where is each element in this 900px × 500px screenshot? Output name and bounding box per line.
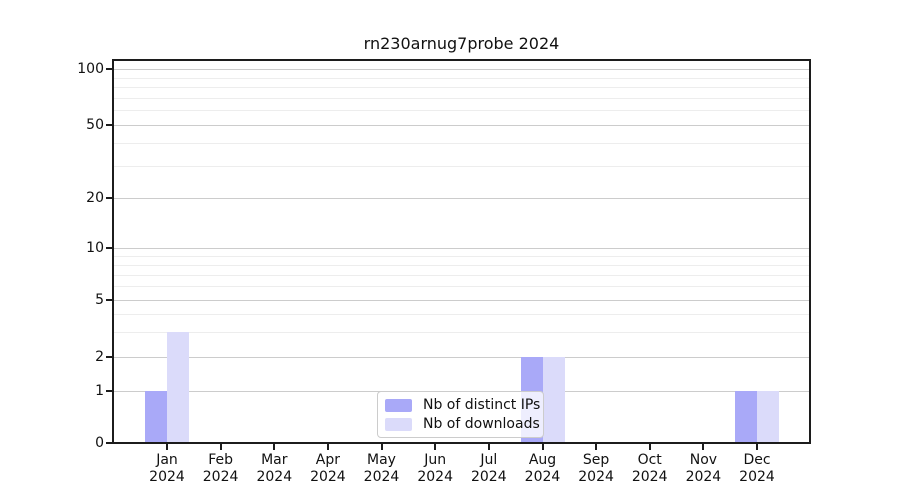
gridline-minor	[114, 77, 809, 79]
x-tick-month: Jul	[480, 452, 498, 468]
gridline-major	[114, 357, 809, 358]
gridline-major	[114, 125, 809, 126]
x-tick-year: 2024	[149, 469, 185, 485]
bar-nb-of-downloads-jan	[167, 331, 189, 443]
y-tick	[106, 356, 113, 358]
x-tick-year: 2024	[363, 469, 400, 485]
bar-nb-of-distinct-ips-dec	[735, 391, 757, 443]
gridline-major	[114, 300, 809, 301]
legend-item: Nb of distinct IPs	[385, 397, 540, 413]
x-tick-month: Oct	[637, 452, 662, 468]
legend: Nb of distinct IPs Nb of downloads	[377, 391, 544, 438]
gridline-minor	[114, 286, 809, 288]
x-tick-month: Jun	[424, 452, 447, 468]
x-tick-year: 2024	[470, 469, 507, 485]
x-tick-label: Sep 2024	[556, 452, 636, 486]
gridline-minor	[114, 97, 809, 99]
x-tick-month: Apr	[315, 452, 340, 468]
x-tick-year: 2024	[739, 469, 775, 485]
x-tick	[219, 444, 222, 450]
x-tick-month: May	[367, 452, 396, 468]
x-tick	[487, 444, 490, 450]
y-tick-label: 50	[86, 117, 104, 133]
y-tick-label: 100	[77, 61, 104, 77]
y-tick	[106, 68, 113, 70]
legend-item: Nb of downloads	[385, 416, 540, 432]
legend-label: Nb of downloads	[423, 416, 540, 432]
x-tick	[434, 444, 437, 450]
x-tick-year: 2024	[631, 469, 668, 485]
y-tick-label: 1	[95, 383, 104, 399]
x-tick-label: Dec 2024	[717, 452, 797, 486]
x-tick-month: Sep	[582, 452, 610, 468]
x-tick-year: 2024	[578, 469, 614, 485]
bar-nb-of-distinct-ips-jan	[145, 391, 167, 443]
x-tick-year: 2024	[256, 469, 293, 485]
y-tick-label: 10	[86, 240, 104, 256]
x-tick	[273, 444, 276, 450]
x-tick-label: Nov 2024	[663, 452, 743, 486]
gridline-minor	[114, 331, 809, 333]
y-tick	[106, 299, 113, 301]
gridline-major	[114, 198, 809, 199]
x-tick	[166, 444, 168, 450]
y-tick	[106, 442, 113, 444]
x-tick-label: Apr 2024	[288, 452, 368, 486]
x-tick-year: 2024	[685, 469, 722, 485]
x-tick-label: Aug 2024	[503, 452, 583, 486]
gridline-minor	[114, 313, 809, 315]
plot-area	[112, 59, 811, 444]
x-tick-month: Mar	[261, 452, 288, 468]
x-tick	[595, 444, 598, 450]
x-tick-month: Dec	[743, 452, 771, 468]
x-tick-label: Feb 2024	[181, 452, 261, 486]
x-tick-month: Jan	[156, 452, 178, 468]
x-tick	[541, 444, 544, 450]
x-tick	[702, 444, 705, 450]
x-tick-label: Jun 2024	[395, 452, 475, 486]
y-tick-label: 20	[86, 190, 104, 206]
x-tick-month: Nov	[689, 452, 718, 468]
x-tick-month: Feb	[208, 452, 233, 468]
x-tick-month: Aug	[528, 452, 557, 468]
chart-title: rn230arnug7probe 2024	[363, 34, 560, 53]
y-tick-label: 5	[95, 292, 104, 308]
x-tick	[648, 444, 651, 450]
y-tick	[106, 247, 113, 249]
x-tick-label: May 2024	[342, 452, 422, 486]
gridline-minor	[114, 87, 809, 88]
x-tick	[756, 444, 758, 450]
x-tick-label: Mar 2024	[234, 452, 314, 486]
y-tick	[106, 390, 113, 392]
gridline-minor	[114, 274, 809, 276]
x-tick-year: 2024	[202, 469, 239, 485]
gridline-minor	[114, 142, 809, 144]
x-tick-label: Jan 2024	[127, 452, 207, 486]
x-tick-year: 2024	[417, 469, 453, 485]
bar-nb-of-downloads-aug	[542, 357, 565, 443]
gridline-minor	[114, 110, 809, 112]
legend-swatch	[385, 417, 412, 431]
y-tick-label: 0	[95, 435, 104, 451]
y-tick	[106, 124, 113, 126]
gridline-major	[114, 248, 809, 249]
gridline-minor	[114, 165, 809, 167]
legend-swatch	[385, 398, 412, 412]
x-tick-label: Oct 2024	[610, 452, 690, 486]
x-tick-year: 2024	[310, 469, 346, 485]
x-tick-label: Jul 2024	[449, 452, 529, 486]
x-tick-year: 2024	[524, 469, 561, 485]
gridline-minor	[114, 255, 809, 257]
x-tick	[380, 444, 383, 450]
legend-label: Nb of distinct IPs	[423, 397, 541, 413]
x-tick	[326, 444, 329, 450]
y-tick-label: 2	[95, 349, 104, 365]
gridline-major	[114, 69, 809, 70]
y-tick	[106, 197, 113, 199]
gridline-minor	[114, 264, 809, 266]
bar-nb-of-downloads-dec	[757, 391, 779, 443]
